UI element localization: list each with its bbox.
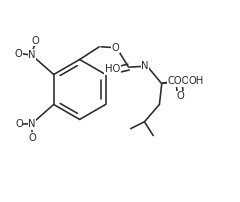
Text: O: O <box>15 119 23 129</box>
Text: O: O <box>15 49 22 59</box>
Text: O: O <box>112 42 120 53</box>
Text: HO: HO <box>105 64 120 74</box>
Text: O: O <box>28 133 36 143</box>
Text: O: O <box>176 91 184 101</box>
Text: N: N <box>28 119 36 129</box>
Text: O: O <box>31 36 39 46</box>
Text: N: N <box>28 50 36 60</box>
Text: COOH: COOH <box>168 76 198 86</box>
Text: OH: OH <box>188 76 204 86</box>
Text: N: N <box>141 61 149 72</box>
